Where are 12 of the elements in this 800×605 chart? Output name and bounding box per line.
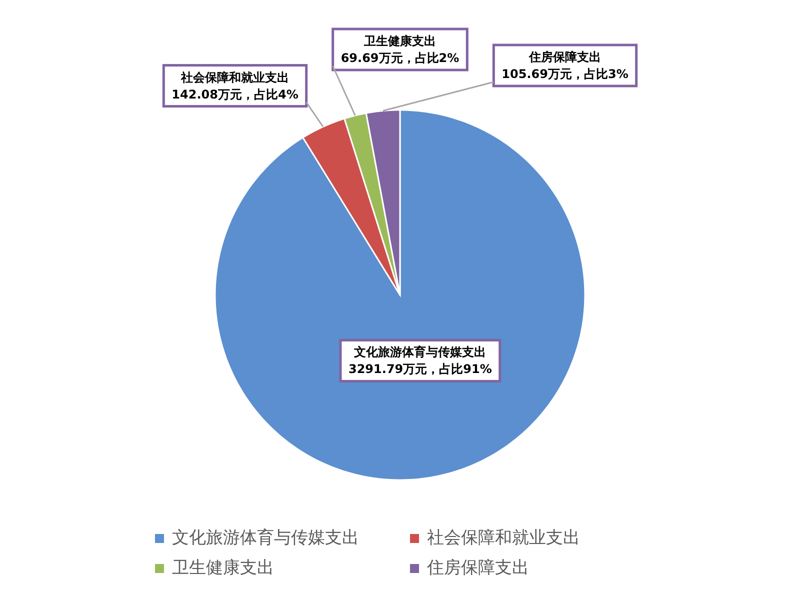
legend-label: 住房保障支出 bbox=[426, 558, 529, 578]
slice-label: 文化旅游体育与传媒支出 bbox=[353, 345, 486, 360]
data-label: 142.08万元，占比4% bbox=[172, 87, 298, 102]
data-label: 3291.79万元，占比91% bbox=[348, 362, 492, 376]
slice-label: 社会保障和就业支出 bbox=[180, 70, 289, 84]
data-label: 105.69万元，占比3% bbox=[502, 66, 628, 81]
legend-label: 社会保障和就业支出 bbox=[427, 528, 580, 548]
slice-label: 住房保障支出 bbox=[528, 50, 601, 64]
legend-label: 卫生健康支出 bbox=[172, 558, 274, 578]
legend-label: 文化旅游体育与传媒支出 bbox=[172, 528, 359, 548]
slice-label: 卫生健康支出 bbox=[363, 34, 436, 48]
data-label: 69.69万元，占比2% bbox=[340, 51, 460, 65]
